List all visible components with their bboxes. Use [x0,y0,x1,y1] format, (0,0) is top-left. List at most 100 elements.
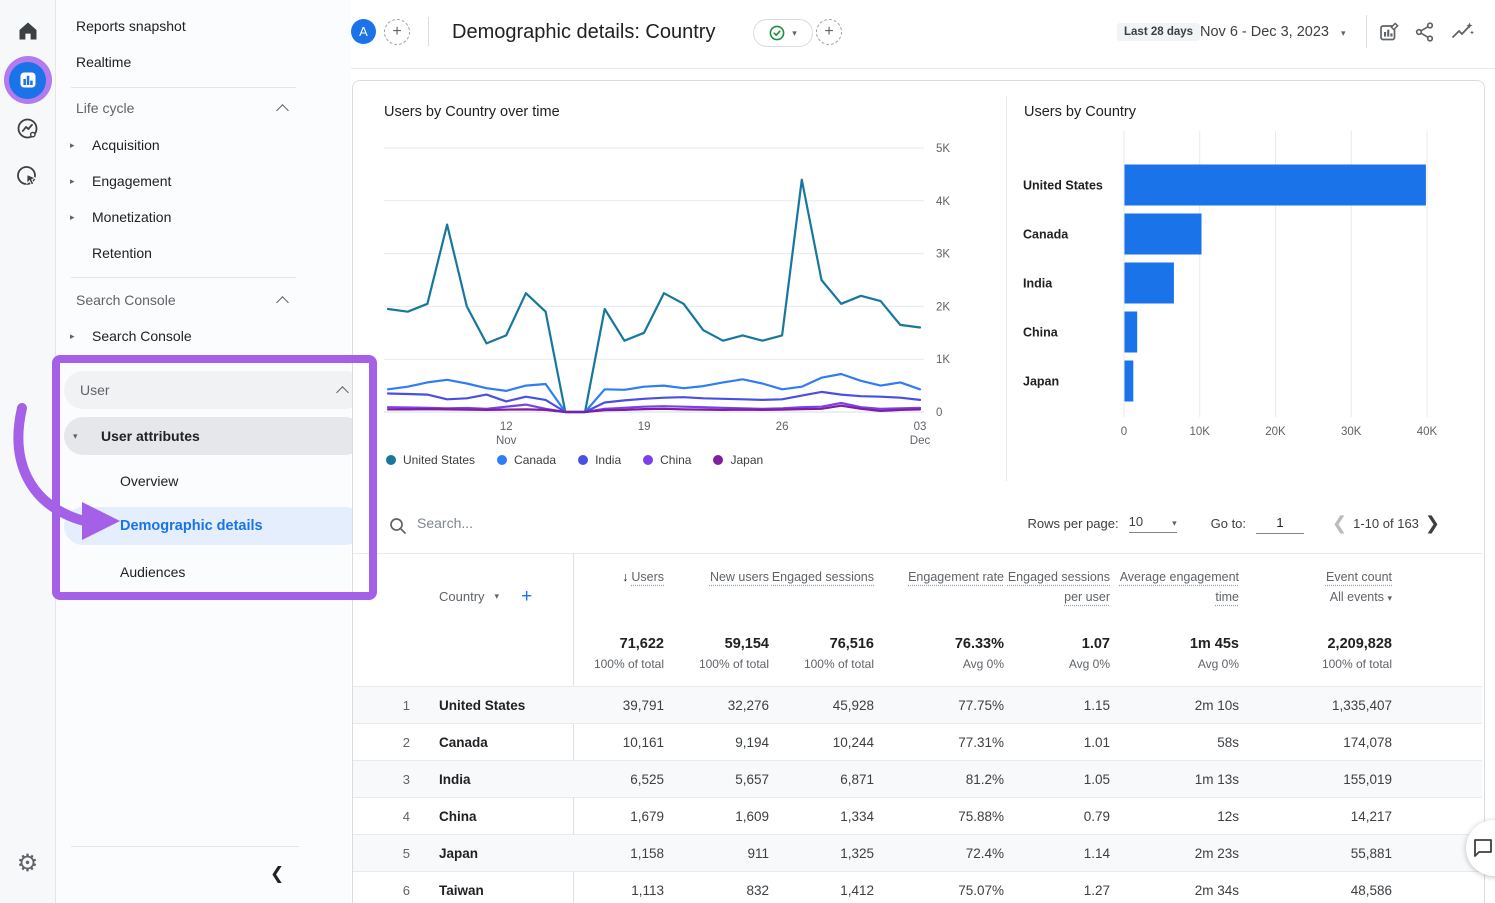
metric-cell: 6,871 [769,772,874,787]
metric-cell: 911 [664,846,769,861]
rows-per-page-select[interactable]: 10▾ [1129,514,1177,533]
country-cell: China [417,809,573,824]
date-range-selector[interactable]: Nov 6 - Dec 3, 2023 [1200,24,1329,40]
table-row: 6Taiwan1,1138321,41275.07%1.272m 34s48,5… [353,871,1482,903]
svg-text:40K: 40K [1417,426,1438,438]
sidebar-item-search-console[interactable]: ▸Search Console [56,320,351,352]
svg-text:0: 0 [1121,426,1127,438]
divider [428,17,429,46]
explore-icon[interactable] [4,104,52,152]
caret-down-icon: ▾ [1172,518,1177,529]
caret-down-icon[interactable]: ▾ [1341,28,1346,39]
section-search-console[interactable]: Search Console [56,284,371,316]
svg-text:Japan: Japan [1023,375,1059,389]
metric-cell: 39,791 [573,698,664,713]
caret-right-icon: ▸ [70,140,75,151]
reports-sidebar: Reports snapshot Realtime Life cycle ▸Ac… [56,0,351,903]
metric-cell: 10,244 [769,735,874,750]
settings-icon[interactable]: ⚙ [4,840,52,888]
metric-cell: 81.2% [874,772,1004,787]
search-input[interactable] [415,514,719,532]
caret-right-icon: ▸ [70,331,75,342]
sidebar-item-engagement[interactable]: ▸Engagement [56,165,351,197]
customize-report-icon[interactable] [1378,21,1400,48]
legend-item: India [578,453,621,467]
metric-cell: 1,679 [573,809,664,824]
avatar[interactable]: A [351,19,376,44]
next-page-icon[interactable]: ❯ [1419,513,1446,534]
country-cell: United States [417,698,573,713]
table-row: 1United States39,79132,27645,92877.75%1.… [353,686,1482,723]
ga4-demographic-details-page: ⚙ Reports snapshot Realtime Life cycle ▸… [0,0,1495,903]
table-header: Country ▾ + ↓Users New users Engaged ses… [353,553,1482,626]
legend-label: India [595,453,621,467]
svg-text:5K: 5K [936,143,950,155]
row-number: 2 [353,735,417,750]
legend-dot [643,455,653,465]
add-metric-button[interactable]: + [816,19,842,45]
section-user[interactable]: User [56,374,375,406]
column-header-engagement-rate[interactable]: Engagement rate [874,553,1004,626]
home-icon[interactable] [4,7,52,55]
row-number: 6 [353,883,417,898]
legend-label: United States [403,453,475,467]
legend-item: Canada [497,453,556,467]
table-toolbar: Rows per page: 10▾ Go to: ❮ 1-10 of 163 … [353,498,1482,554]
metric-cell: 77.31% [874,735,1004,750]
metric-cell: 832 [664,883,769,898]
legend-label: Japan [730,453,763,467]
sidebar-item-reports-snapshot[interactable]: Reports snapshot [56,10,371,42]
svg-text:India: India [1023,277,1053,291]
previous-page-icon[interactable]: ❮ [1326,513,1353,534]
event-filter-select[interactable]: All events ▾ [1330,590,1392,604]
section-life-cycle[interactable]: Life cycle [56,92,371,124]
data-quality-button[interactable]: ▾ [753,19,813,47]
sidebar-item-realtime[interactable]: Realtime [56,46,371,78]
sort-descending-icon: ↓ [622,570,628,584]
column-header-engaged-sessions-per-user[interactable]: Engaged sessions per user [1004,553,1110,626]
sidebar-item-demographic-details[interactable]: Demographic details [56,510,415,542]
insights-icon[interactable] [1450,21,1474,48]
collapse-sidebar-icon[interactable]: ❮ [270,864,284,884]
country-cell: India [417,772,573,787]
svg-text:Dec: Dec [910,435,931,447]
country-cell: Japan [417,846,573,861]
goto-label: Go to: [1211,516,1246,531]
svg-text:20K: 20K [1265,426,1286,438]
line-chart-title: Users by Country over time [384,104,560,120]
table-row: 5Japan1,1589111,32572.4%1.142m 23s55,881 [353,834,1482,871]
add-comparison-button[interactable]: + [384,19,410,45]
add-dimension-button[interactable]: + [521,586,532,608]
column-header-engaged-sessions[interactable]: Engaged sessions [769,553,874,626]
caret-down-icon[interactable]: ▾ [495,591,500,602]
sidebar-item-user-attributes[interactable]: ▾ User attributes [56,420,351,452]
metric-cell: 155,019 [1239,772,1392,787]
share-icon[interactable] [1414,21,1436,48]
column-header-event-count[interactable]: Event countAll events ▾ [1239,553,1392,626]
sidebar-item-monetization[interactable]: ▸Monetization [56,201,351,233]
svg-text:26: 26 [776,421,789,433]
advertising-icon[interactable] [4,152,52,200]
column-header-new-users[interactable]: New users [664,553,769,626]
sidebar-item-retention[interactable]: Retention [56,237,351,269]
reports-icon[interactable] [4,56,52,104]
column-header-average-engagement-time[interactable]: Average engagement time [1110,553,1239,626]
sidebar-item-acquisition[interactable]: ▸Acquisition [56,129,351,161]
rows-per-page-label: Rows per page: [1028,516,1119,531]
svg-text:Nov: Nov [496,435,517,447]
goto-page-input[interactable] [1256,514,1304,534]
column-header-users[interactable]: ↓Users [573,553,664,626]
legend-item: China [643,453,691,467]
metric-cell: 1.15 [1004,698,1110,713]
chevron-up-icon [336,386,349,399]
divider [71,87,296,88]
svg-text:19: 19 [638,421,651,433]
metric-cell: 2m 34s [1110,883,1239,898]
caret-right-icon: ▸ [70,212,75,223]
legend-dot [497,455,507,465]
caret-down-icon: ▾ [73,431,78,442]
dimension-selector[interactable]: Country [439,589,485,604]
metric-cell: 2m 23s [1110,846,1239,861]
country-cell: Canada [417,735,573,750]
legend-label: Canada [514,453,556,467]
